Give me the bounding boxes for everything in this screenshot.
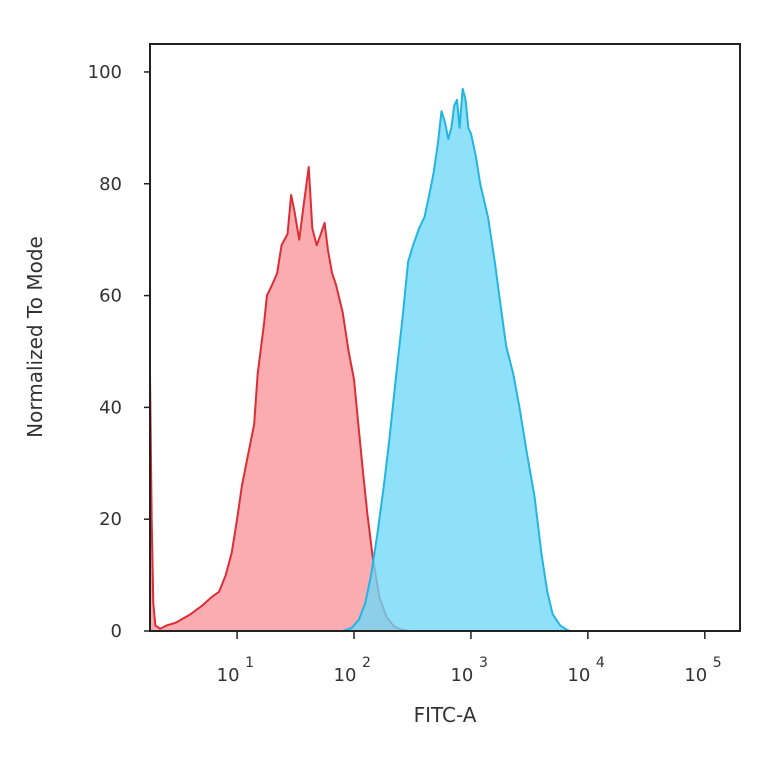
y-ticks: 0 20 40 60 80 100 [88, 62, 150, 642]
y-tick-label-2: 40 [99, 397, 122, 418]
x-tick-label-4: 10 5 [684, 655, 721, 686]
x-tick-exponent-3: 4 [596, 655, 605, 671]
x-tick-exponent-2: 3 [479, 655, 488, 671]
plot-frame [149, 43, 741, 632]
x-tick-label-1: 10 2 [334, 655, 371, 686]
series-layer [149, 87, 571, 632]
x-tick-base-0: 10 [217, 665, 240, 686]
x-ticks: 10 1 10 2 10 3 10 4 10 5 [217, 631, 722, 686]
x-tick-exponent-4: 5 [713, 655, 722, 671]
x-tick-base-2: 10 [450, 665, 473, 686]
y-tick-label-0: 0 [111, 621, 122, 642]
x-axis-label: FITC-A [414, 703, 477, 727]
series-1-area [150, 166, 410, 632]
y-tick-label-4: 80 [99, 174, 122, 195]
y-axis-label: Normalized To Mode [23, 236, 47, 438]
series-1-line [149, 165, 410, 632]
x-tick-base-3: 10 [567, 665, 590, 686]
y-tick-label-3: 60 [99, 286, 122, 307]
x-tick-label-2: 10 3 [450, 655, 487, 686]
series-2-line [342, 87, 571, 632]
x-tick-exponent-0: 1 [245, 655, 254, 671]
x-tick-base-4: 10 [684, 665, 707, 686]
x-tick-base-1: 10 [334, 665, 357, 686]
x-tick-label-3: 10 4 [567, 655, 604, 686]
y-tick-label-5: 100 [88, 62, 122, 83]
y-tick-label-1: 20 [99, 509, 122, 530]
x-tick-exponent-1: 2 [362, 655, 371, 671]
x-tick-label-0: 10 1 [217, 655, 254, 686]
series-2-area [342, 88, 570, 632]
